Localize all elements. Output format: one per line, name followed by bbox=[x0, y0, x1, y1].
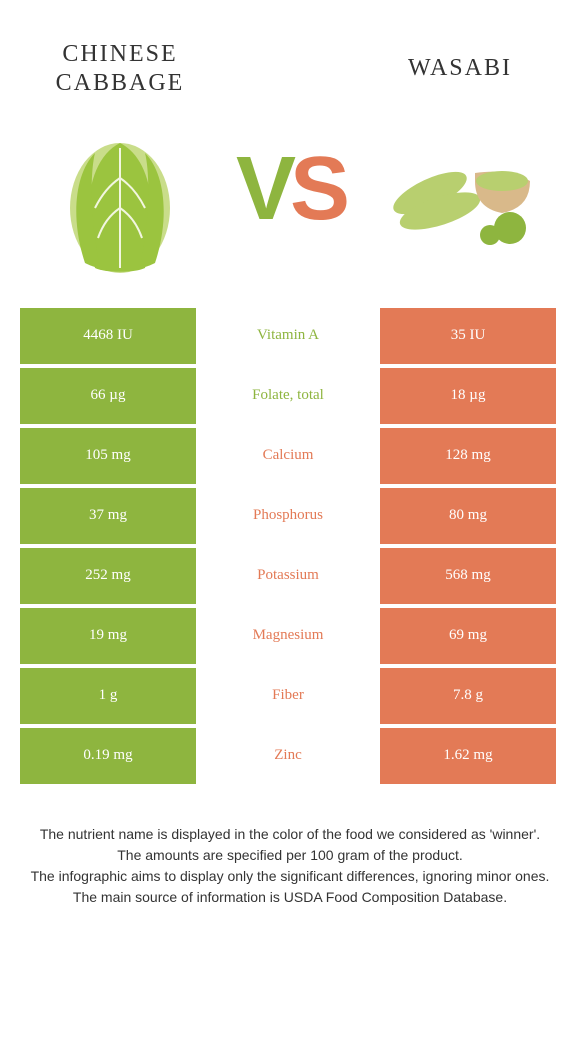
right-value-cell: 7.8 g bbox=[380, 668, 556, 724]
footer-line: The main source of information is USDA F… bbox=[20, 887, 560, 908]
right-value-cell: 568 mg bbox=[380, 548, 556, 604]
nutrient-label-cell: Phosphorus bbox=[200, 488, 376, 544]
right-food-column: Wasabi bbox=[360, 54, 560, 263]
footer-line: The nutrient name is displayed in the co… bbox=[20, 824, 560, 845]
table-row: 1 gFiber7.8 g bbox=[20, 668, 560, 724]
table-row: 66 µgFolate, total18 µg bbox=[20, 368, 560, 424]
nutrient-label-cell: Calcium bbox=[200, 428, 376, 484]
table-row: 37 mgPhosphorus80 mg bbox=[20, 488, 560, 544]
table-row: 4468 IUVitamin A35 IU bbox=[20, 308, 560, 364]
nutrient-label-cell: Magnesium bbox=[200, 608, 376, 664]
wasabi-image bbox=[380, 103, 540, 263]
left-value-cell: 19 mg bbox=[20, 608, 196, 664]
left-food-title: Chinese cabbage bbox=[20, 40, 220, 98]
nutrient-label-cell: Folate, total bbox=[200, 368, 376, 424]
right-value-cell: 128 mg bbox=[380, 428, 556, 484]
right-food-title: Wasabi bbox=[408, 54, 512, 83]
left-value-cell: 66 µg bbox=[20, 368, 196, 424]
table-row: 19 mgMagnesium69 mg bbox=[20, 608, 560, 664]
left-value-cell: 0.19 mg bbox=[20, 728, 196, 784]
right-value-cell: 1.62 mg bbox=[380, 728, 556, 784]
footer-line: The amounts are specified per 100 gram o… bbox=[20, 845, 560, 866]
footer-notes: The nutrient name is displayed in the co… bbox=[20, 824, 560, 908]
nutrient-table: 4468 IUVitamin A35 IU66 µgFolate, total1… bbox=[20, 308, 560, 784]
right-value-cell: 80 mg bbox=[380, 488, 556, 544]
left-value-cell: 4468 IU bbox=[20, 308, 196, 364]
left-value-cell: 105 mg bbox=[20, 428, 196, 484]
table-row: 0.19 mgZinc1.62 mg bbox=[20, 728, 560, 784]
nutrient-label-cell: Vitamin A bbox=[200, 308, 376, 364]
table-row: 105 mgCalcium128 mg bbox=[20, 428, 560, 484]
right-value-cell: 69 mg bbox=[380, 608, 556, 664]
nutrient-label-cell: Zinc bbox=[200, 728, 376, 784]
footer-line: The infographic aims to display only the… bbox=[20, 866, 560, 887]
left-food-column: Chinese cabbage bbox=[20, 40, 220, 278]
nutrient-label-cell: Potassium bbox=[200, 548, 376, 604]
left-value-cell: 1 g bbox=[20, 668, 196, 724]
left-value-cell: 37 mg bbox=[20, 488, 196, 544]
nutrient-label-cell: Fiber bbox=[200, 668, 376, 724]
right-value-cell: 18 µg bbox=[380, 368, 556, 424]
left-value-cell: 252 mg bbox=[20, 548, 196, 604]
right-value-cell: 35 IU bbox=[380, 308, 556, 364]
vs-v: V bbox=[236, 139, 290, 239]
comparison-header: Chinese cabbage VS Wasabi bbox=[0, 0, 580, 288]
table-row: 252 mgPotassium568 mg bbox=[20, 548, 560, 604]
cabbage-image bbox=[40, 118, 200, 278]
vs-label: VS bbox=[236, 144, 344, 234]
vs-s: S bbox=[290, 139, 344, 239]
